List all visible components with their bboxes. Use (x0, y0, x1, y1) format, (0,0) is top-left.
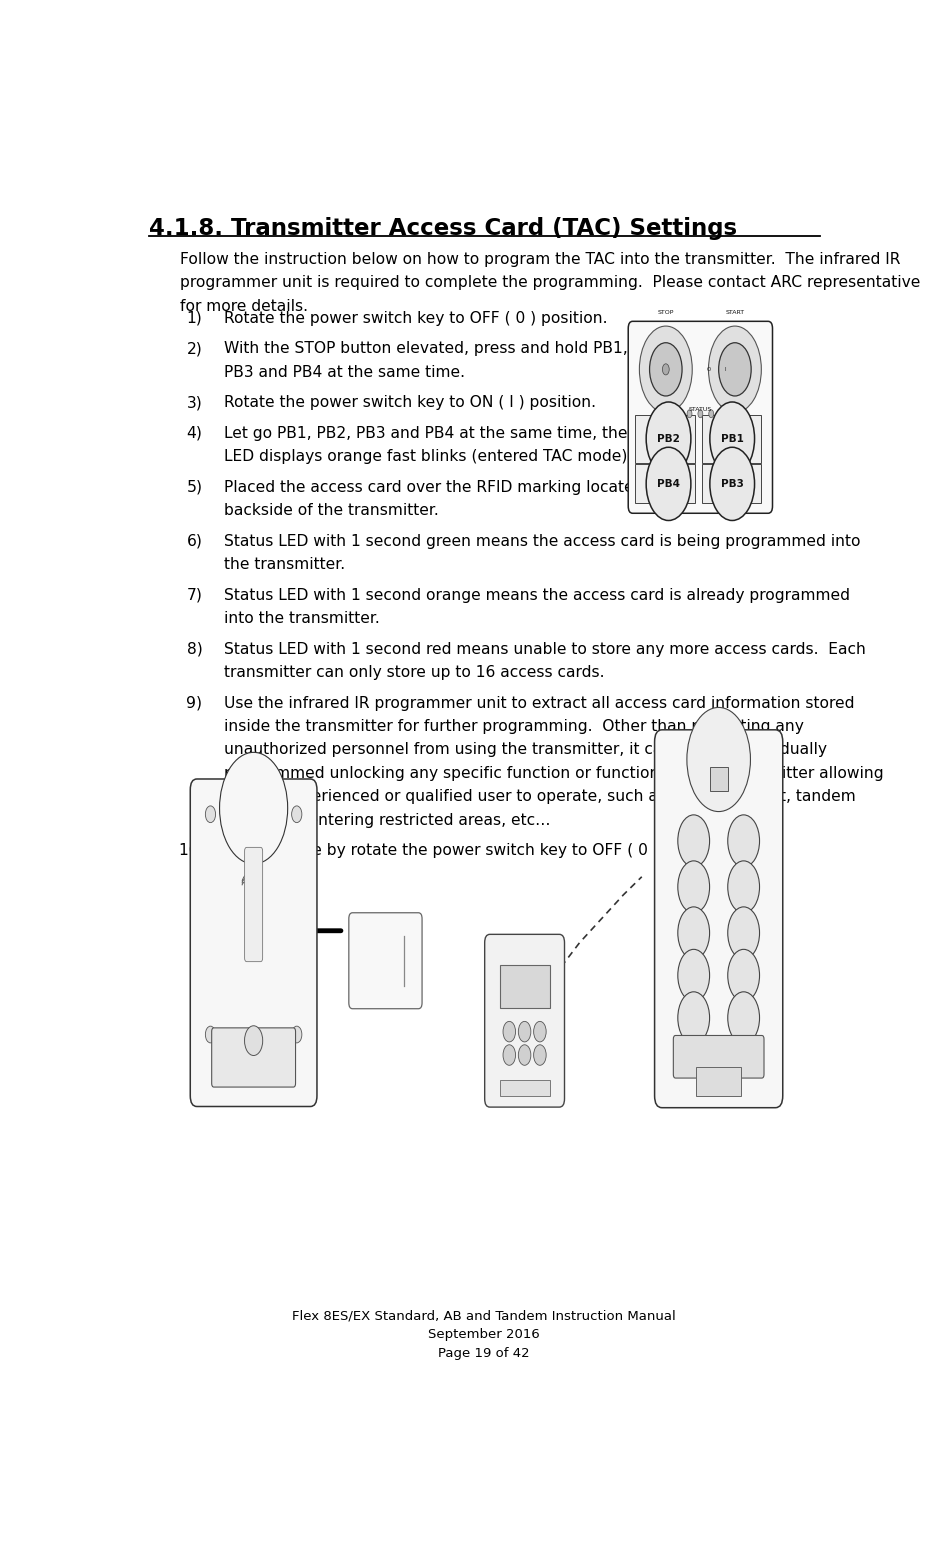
FancyBboxPatch shape (709, 767, 727, 791)
Text: Status LED with 1 second red means unable to store any more access cards.  Each: Status LED with 1 second red means unabl… (224, 642, 866, 656)
Text: into the transmitter.: into the transmitter. (224, 611, 379, 626)
Text: 7): 7) (186, 587, 202, 603)
Text: 6): 6) (186, 534, 202, 548)
Text: START: START (725, 310, 744, 315)
Circle shape (292, 805, 301, 823)
Text: Flex 8ES/EX Standard, AB and Tandem Instruction Manual
September 2016
Page 19 of: Flex 8ES/EX Standard, AB and Tandem Inst… (292, 1309, 676, 1360)
Circle shape (677, 992, 709, 1044)
Circle shape (646, 402, 690, 475)
Circle shape (244, 1025, 262, 1055)
Text: O: O (706, 366, 711, 372)
Text: STATUS: STATUS (688, 407, 711, 411)
Text: 1): 1) (186, 310, 202, 326)
Circle shape (708, 410, 713, 418)
Text: Let go PB1, PB2, PB3 and PB4 at the same time, the Status: Let go PB1, PB2, PB3 and PB4 at the same… (224, 425, 682, 441)
Text: backside of the transmitter.: backside of the transmitter. (224, 503, 439, 519)
Circle shape (533, 1045, 546, 1066)
Circle shape (727, 992, 759, 1044)
Circle shape (205, 805, 215, 823)
Circle shape (686, 410, 691, 418)
Circle shape (727, 907, 759, 958)
Text: programmer unit is required to complete the programming.  Please contact ARC rep: programmer unit is required to complete … (180, 276, 919, 290)
FancyBboxPatch shape (348, 913, 422, 1008)
Text: PB3: PB3 (720, 478, 743, 489)
Circle shape (698, 410, 702, 418)
Text: 4.1.8. Transmitter Access Card (TAC) Settings: 4.1.8. Transmitter Access Card (TAC) Set… (149, 217, 736, 240)
FancyBboxPatch shape (628, 321, 771, 513)
Circle shape (709, 447, 753, 520)
Circle shape (686, 707, 750, 812)
FancyBboxPatch shape (634, 464, 694, 503)
Text: unauthorized personnel from using the transmitter, it can also be individually: unauthorized personnel from using the tr… (224, 743, 826, 757)
FancyBboxPatch shape (190, 779, 316, 1106)
Circle shape (517, 1045, 531, 1066)
Text: Rotate the power switch key to ON ( I ) position.: Rotate the power switch key to ON ( I ) … (224, 396, 596, 410)
FancyBboxPatch shape (695, 1067, 741, 1095)
FancyBboxPatch shape (701, 414, 761, 463)
FancyBboxPatch shape (701, 464, 761, 503)
Circle shape (677, 815, 709, 866)
Text: Status LED with 1 second orange means the access card is already programmed: Status LED with 1 second orange means th… (224, 587, 850, 603)
FancyBboxPatch shape (244, 848, 262, 961)
Text: With the STOP button elevated, press and hold PB1, PB2,: With the STOP button elevated, press and… (224, 341, 666, 357)
Circle shape (219, 753, 287, 865)
Text: 8): 8) (186, 642, 202, 656)
Text: I: I (724, 366, 726, 372)
Circle shape (292, 1027, 301, 1042)
Text: LED displays orange fast blinks (entered TAC mode).: LED displays orange fast blinks (entered… (224, 449, 632, 464)
Text: PB3 and PB4 at the same time.: PB3 and PB4 at the same time. (224, 365, 464, 380)
Circle shape (502, 1045, 515, 1066)
Text: inside the transmitter for further programming.  Other than restricting any: inside the transmitter for further progr… (224, 718, 803, 734)
FancyBboxPatch shape (211, 1028, 295, 1087)
FancyBboxPatch shape (654, 729, 782, 1108)
Circle shape (649, 343, 682, 396)
FancyBboxPatch shape (499, 964, 549, 1008)
Circle shape (646, 447, 690, 520)
FancyBboxPatch shape (499, 1080, 549, 1095)
Text: a more experienced or qualified user to operate, such as the magnet lift, tandem: a more experienced or qualified user to … (224, 790, 855, 804)
Text: transmitter can only store up to 16 access cards.: transmitter can only store up to 16 acce… (224, 665, 604, 679)
Circle shape (662, 365, 668, 375)
Circle shape (677, 862, 709, 913)
Text: 5): 5) (186, 480, 202, 495)
FancyBboxPatch shape (484, 935, 564, 1108)
Circle shape (727, 815, 759, 866)
Text: STOP: STOP (657, 310, 673, 315)
Text: for more details.: for more details. (180, 299, 308, 313)
Text: 9): 9) (186, 695, 202, 710)
Circle shape (727, 949, 759, 1002)
Text: Status LED with 1 second green means the access card is being programmed into: Status LED with 1 second green means the… (224, 534, 860, 548)
Text: PB4: PB4 (656, 478, 680, 489)
Circle shape (709, 402, 753, 475)
Text: 4): 4) (186, 425, 202, 441)
Circle shape (677, 949, 709, 1002)
Circle shape (533, 1022, 546, 1042)
Text: Placed the access card over the RFID marking located on the: Placed the access card over the RFID mar… (224, 480, 698, 495)
Text: PB1: PB1 (720, 433, 743, 444)
Text: Rotate the power switch key to OFF ( 0 ) position.: Rotate the power switch key to OFF ( 0 )… (224, 310, 607, 326)
Text: 2): 2) (186, 341, 202, 357)
Circle shape (639, 326, 692, 413)
Text: operation, entering restricted areas, etc…: operation, entering restricted areas, et… (224, 813, 550, 827)
Text: programmed unlocking any specific function or functions on the transmitter allow: programmed unlocking any specific functi… (224, 767, 883, 781)
Text: PB2: PB2 (656, 433, 680, 444)
Circle shape (677, 907, 709, 958)
Circle shape (502, 1022, 515, 1042)
Circle shape (708, 326, 761, 413)
FancyBboxPatch shape (673, 1036, 763, 1078)
Circle shape (727, 862, 759, 913)
Circle shape (205, 1027, 215, 1042)
Text: 10) Exit TAC mode by rotate the power switch key to OFF ( 0 ) position.: 10) Exit TAC mode by rotate the power sw… (178, 843, 730, 858)
Text: 3): 3) (186, 396, 202, 410)
Circle shape (517, 1022, 531, 1042)
Circle shape (717, 343, 750, 396)
FancyBboxPatch shape (634, 414, 694, 463)
Text: the transmitter.: the transmitter. (224, 558, 346, 572)
Text: Use the infrared IR programmer unit to extract all access card information store: Use the infrared IR programmer unit to e… (224, 695, 854, 710)
Text: Follow the instruction below on how to program the TAC into the transmitter.  Th: Follow the instruction below on how to p… (180, 252, 900, 266)
